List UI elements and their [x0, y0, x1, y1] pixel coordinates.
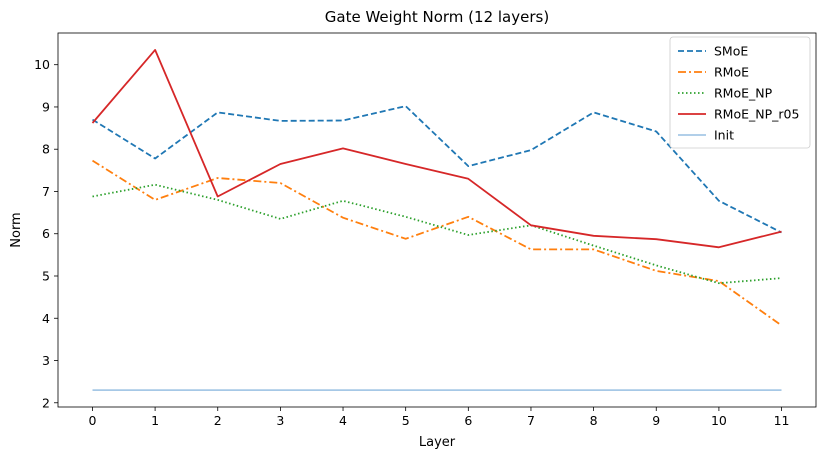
legend-label: SMoE [714, 44, 748, 59]
x-tick-label: 6 [464, 413, 472, 428]
y-tick-label: 2 [42, 395, 50, 410]
legend-box [669, 36, 811, 149]
y-tick-label: 8 [42, 142, 50, 157]
x-tick-label: 8 [590, 413, 598, 428]
x-tick-label: 0 [88, 413, 96, 428]
x-axis-title: Layer [419, 435, 456, 450]
x-tick-label: 2 [214, 413, 222, 428]
y-tick-label: 9 [42, 99, 50, 114]
x-axis: 0 1 2 3 4 5 6 7 8 9 10 11 [88, 407, 789, 428]
x-tick-label: 1 [151, 413, 159, 428]
y-tick-label: 4 [42, 311, 50, 326]
y-axis: 2 3 4 5 6 7 8 9 10 [34, 57, 58, 410]
y-tick-label: 5 [42, 268, 50, 283]
legend-label: Init [714, 128, 734, 143]
legend-label: RMoE [714, 65, 749, 80]
x-tick-label: 11 [774, 413, 790, 428]
chart-title: Gate Weight Norm (12 layers) [325, 8, 549, 26]
x-tick-label: 7 [527, 413, 535, 428]
series-line-rmoe-np-r05 [91, 49, 782, 249]
y-tick-label: 7 [42, 184, 50, 199]
series-line-smoe [92, 105, 782, 234]
legend: SMoE RMoE RMoE_NP RMoE_NP_r05 Init [669, 36, 811, 149]
series-line-rmoe [92, 159, 783, 327]
y-tick-label: 10 [34, 57, 50, 72]
legend-label: RMoE_NP_r05 [714, 107, 799, 122]
x-tick-label: 5 [402, 413, 410, 428]
x-tick-label: 9 [652, 413, 660, 428]
plot-series-group [91, 49, 783, 392]
x-tick-label: 4 [339, 413, 347, 428]
x-tick-label: 3 [276, 413, 284, 428]
series-line-rmoe-np [92, 183, 782, 285]
y-tick-label: 3 [42, 353, 50, 368]
x-tick-label: 10 [711, 413, 727, 428]
plot-area-frame [57, 32, 817, 408]
legend-label: RMoE_NP [714, 86, 773, 101]
y-axis-title: Norm [9, 212, 24, 247]
y-tick-label: 6 [42, 226, 50, 241]
